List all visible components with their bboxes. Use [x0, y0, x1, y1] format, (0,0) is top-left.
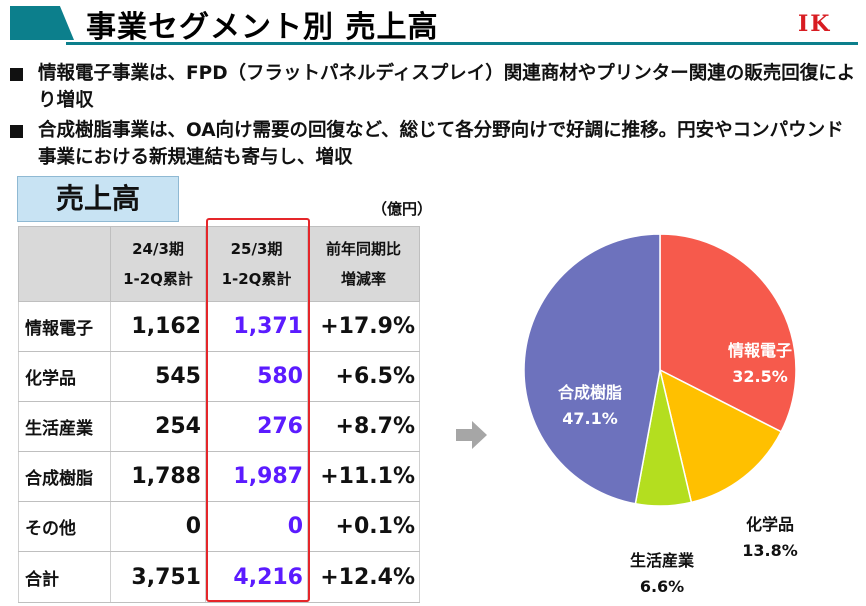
bullet-text: 合成樹脂事業は、OA向け需要の回復など、総じて各分野向けで好調に推移。円安やコン… — [38, 120, 844, 168]
column-header-change: 前年同期比 増減率 — [307, 226, 420, 302]
change-value-cell: +6.5% — [307, 351, 420, 402]
pie-slice — [659, 233, 797, 433]
column-header-line2: 増減率 — [340, 270, 386, 288]
column-header-line1: 25/3期 — [230, 240, 283, 258]
table-row: 合成樹脂 1,788 1,987 +11.1% — [18, 451, 420, 502]
change-value-cell: +8.7% — [307, 401, 420, 452]
column-header-line2: 1-2Q累計 — [123, 270, 193, 288]
header-corner-cell — [18, 226, 111, 302]
arrow-right-icon — [456, 421, 487, 449]
bullet-item: 情報電子事業は、FPD（フラットパネルディスプレイ）関連商材やプリンター関連の販… — [8, 60, 860, 114]
square-bullet-icon — [10, 68, 23, 81]
pie-slice-label: 化学品 — [746, 515, 794, 534]
prev-value-cell: 545 — [110, 351, 206, 402]
table-row: その他 0 0 +0.1% — [18, 501, 420, 552]
unit-label: （億円） — [372, 200, 433, 218]
bullet-item: 合成樹脂事業は、OA向け需要の回復など、総じて各分野向けで好調に推移。円安やコン… — [8, 117, 860, 171]
curr-value-cell: 0 — [205, 501, 308, 552]
sales-pie-chart: 情報電子 32.5% 化学品 13.8% 生活産業 6.6% 合成樹脂 47.1% — [523, 233, 798, 596]
pie-slice-label: 合成樹脂 — [558, 383, 622, 402]
prev-value-cell: 254 — [110, 401, 206, 452]
column-header-curr: 25/3期 1-2Q累計 — [205, 226, 308, 302]
column-header-line2: 1-2Q累計 — [221, 270, 292, 288]
sales-table: 24/3期 1-2Q累計 25/3期 1-2Q累計 前年同期比 増減率 情報電子… — [18, 226, 420, 603]
curr-value-cell: 276 — [205, 401, 308, 452]
row-label: 合計 — [18, 551, 111, 603]
table-header-row: 24/3期 1-2Q累計 25/3期 1-2Q累計 前年同期比 増減率 — [18, 226, 420, 302]
column-header-line1: 24/3期 — [132, 240, 184, 258]
pie-slice — [523, 233, 661, 505]
pie-slice-value: 13.8% — [742, 541, 798, 560]
row-label: その他 — [18, 501, 111, 552]
row-label: 合成樹脂 — [18, 451, 111, 502]
change-value-cell: +17.9% — [307, 301, 420, 352]
row-label: 情報電子 — [18, 301, 111, 352]
table-row: 化学品 545 580 +6.5% — [18, 351, 420, 402]
pie-slice-label: 生活産業 — [630, 551, 695, 570]
column-header-line1: 前年同期比 — [325, 240, 401, 258]
pie-slice-value: 32.5% — [732, 367, 788, 386]
change-value-cell: +0.1% — [307, 501, 420, 552]
curr-value-cell: 1,371 — [205, 301, 308, 352]
prev-value-cell: 3,751 — [110, 551, 206, 603]
title-accent-tab — [10, 6, 74, 40]
square-bullet-icon — [10, 125, 23, 138]
curr-value-cell: 1,987 — [205, 451, 308, 502]
current-period-highlight — [206, 218, 310, 602]
bullet-list: 情報電子事業は、FPD（フラットパネルディスプレイ）関連商材やプリンター関連の販… — [8, 60, 860, 174]
table-row: 生活産業 254 276 +8.7% — [18, 401, 420, 452]
change-value-cell: +12.4% — [307, 551, 420, 603]
pie-slice — [658, 368, 783, 504]
bullet-text: 情報電子事業は、FPD（フラットパネルディスプレイ）関連商材やプリンター関連の販… — [38, 63, 856, 111]
pie-slice-value: 47.1% — [562, 409, 618, 428]
page-title: 事業セグメント別 売上高 — [86, 10, 439, 45]
pie-slice-label: 情報電子 — [728, 341, 792, 360]
sales-section-header: 売上高 — [17, 176, 179, 222]
table-total-row: 合計 3,751 4,216 +12.4% — [18, 551, 420, 603]
title-bar: 事業セグメント別 売上高 IK — [0, 0, 866, 48]
change-value-cell: +11.1% — [307, 451, 420, 502]
row-label: 生活産業 — [18, 401, 111, 452]
company-logo: IK — [798, 11, 832, 37]
column-header-prev: 24/3期 1-2Q累計 — [110, 226, 206, 302]
prev-value-cell: 0 — [110, 501, 206, 552]
row-label: 化学品 — [18, 351, 111, 402]
table-row: 情報電子 1,162 1,371 +17.9% — [18, 301, 420, 352]
pie-slice-value: 6.6% — [640, 577, 684, 596]
title-underline — [66, 42, 858, 45]
curr-value-cell: 580 — [205, 351, 308, 402]
prev-value-cell: 1,162 — [110, 301, 206, 352]
prev-value-cell: 1,788 — [110, 451, 206, 502]
curr-value-cell: 4,216 — [205, 551, 308, 603]
